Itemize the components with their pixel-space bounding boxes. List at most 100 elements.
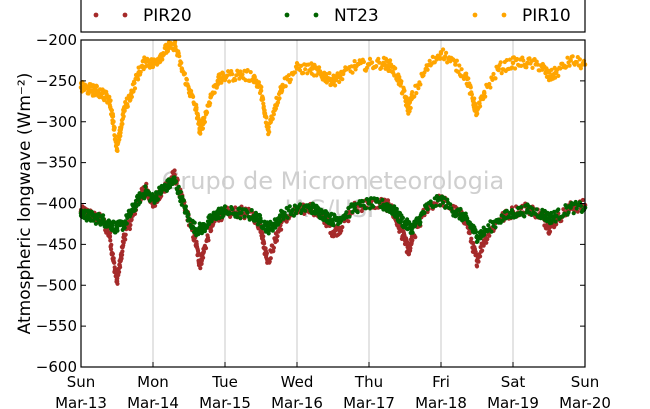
x-tick-day: Wed xyxy=(281,373,314,391)
point xyxy=(481,238,487,243)
point xyxy=(156,197,161,202)
point xyxy=(230,72,235,77)
point xyxy=(238,216,243,221)
point xyxy=(402,88,407,93)
y-axis-label: Atmospheric longwave (Wm⁻²) xyxy=(15,73,35,335)
point xyxy=(471,246,476,251)
point xyxy=(363,206,368,211)
point xyxy=(374,64,379,69)
point xyxy=(424,66,429,71)
point xyxy=(129,90,134,96)
point xyxy=(556,73,561,78)
point xyxy=(539,63,545,69)
point xyxy=(366,201,372,206)
point xyxy=(196,250,201,256)
point xyxy=(201,119,206,125)
point xyxy=(114,148,120,153)
point xyxy=(192,220,197,225)
point xyxy=(406,107,411,112)
point xyxy=(395,213,401,219)
point xyxy=(366,62,372,67)
point xyxy=(303,208,308,213)
point xyxy=(417,217,422,223)
point xyxy=(109,108,114,113)
point xyxy=(230,207,235,212)
point xyxy=(118,133,123,139)
point xyxy=(530,206,535,211)
watermark-line-1: Grupo de Micrometeorologia xyxy=(162,167,504,195)
point xyxy=(227,79,232,84)
point xyxy=(179,66,185,71)
point xyxy=(352,205,357,210)
point xyxy=(469,92,474,97)
point xyxy=(481,243,486,248)
point xyxy=(85,213,91,219)
point xyxy=(437,203,443,208)
point xyxy=(172,168,177,173)
point xyxy=(129,94,134,99)
point xyxy=(215,78,221,84)
point xyxy=(369,196,374,201)
point xyxy=(207,221,212,227)
point xyxy=(355,210,360,215)
point xyxy=(525,60,530,66)
point xyxy=(107,233,113,239)
point xyxy=(441,200,446,205)
point xyxy=(409,225,415,231)
point xyxy=(344,210,349,215)
point xyxy=(110,251,115,256)
point xyxy=(342,216,347,221)
point xyxy=(132,80,137,86)
point xyxy=(525,207,530,213)
point xyxy=(193,107,199,112)
point xyxy=(309,66,314,71)
point xyxy=(114,278,120,284)
x-tick-date: Mar-19 xyxy=(487,394,539,409)
point xyxy=(273,238,278,243)
point xyxy=(453,62,458,67)
point xyxy=(107,99,113,104)
point xyxy=(114,225,120,231)
y-tick-label: −400 xyxy=(36,195,77,213)
point xyxy=(337,74,343,80)
point xyxy=(388,58,393,63)
legend-box xyxy=(80,0,586,33)
point xyxy=(564,205,569,210)
point xyxy=(530,65,535,70)
point xyxy=(233,77,238,83)
point xyxy=(208,94,213,100)
point xyxy=(280,211,285,216)
point xyxy=(486,223,491,228)
point xyxy=(111,114,116,119)
point xyxy=(186,86,192,92)
legend-marker xyxy=(93,12,99,18)
point xyxy=(118,127,123,133)
point xyxy=(422,210,427,215)
point xyxy=(427,58,432,63)
point xyxy=(271,112,276,117)
point xyxy=(121,240,126,245)
point xyxy=(367,206,373,211)
point xyxy=(498,60,503,65)
point xyxy=(377,200,382,205)
point xyxy=(330,229,336,235)
point xyxy=(346,219,351,224)
point xyxy=(83,208,88,213)
point xyxy=(277,96,282,101)
point xyxy=(201,225,206,231)
point xyxy=(459,67,464,72)
point xyxy=(150,197,156,202)
point xyxy=(204,110,210,115)
point xyxy=(280,82,285,88)
point xyxy=(125,104,130,109)
x-tick-day: Fri xyxy=(432,373,450,391)
point xyxy=(136,77,141,82)
point xyxy=(286,73,291,78)
point xyxy=(469,236,474,241)
point xyxy=(388,205,393,210)
series-layer xyxy=(78,39,588,286)
point xyxy=(294,207,300,213)
point xyxy=(323,74,329,80)
point xyxy=(258,88,264,93)
y-tick-label: −250 xyxy=(36,72,77,90)
